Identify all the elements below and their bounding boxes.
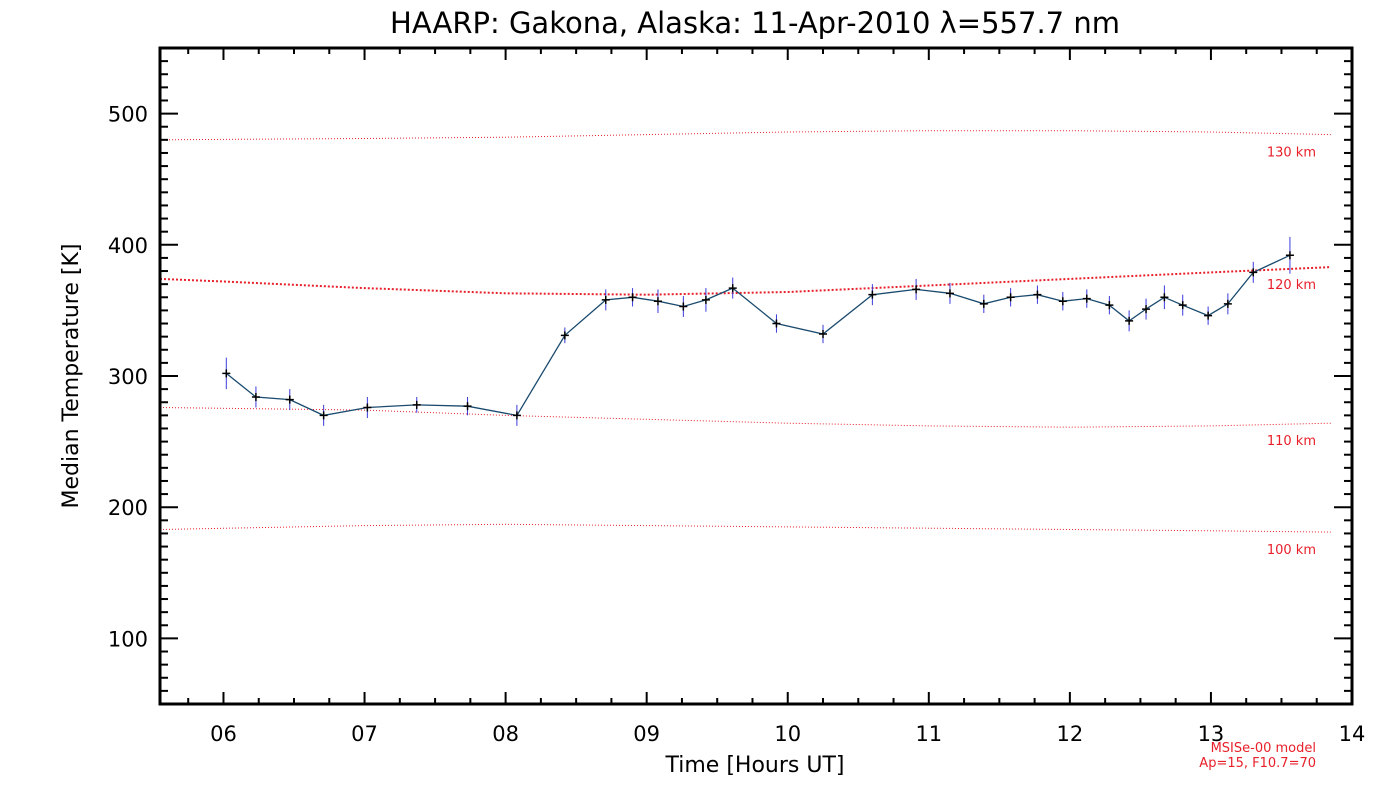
data-point [1105,301,1114,310]
data-point [1223,299,1232,308]
data-point [1058,297,1067,306]
model-lines: 130 km 120 km 110 km 100 km [159,130,1331,558]
plot-frame [158,46,1354,706]
model-line-label-0: 130 km [1267,146,1316,161]
data-point [319,411,328,420]
data-point [628,293,637,302]
model-line-label-3: 100 km [1267,543,1316,558]
x-tick-label: 07 [351,722,378,746]
data-point [1082,294,1091,303]
data-point [560,331,569,340]
model-line-label-2: 110 km [1267,434,1316,449]
data-point [945,289,954,298]
data-point [285,395,294,404]
x-tick-label: 12 [1057,722,1084,746]
data-point [679,302,688,311]
data-point [1178,301,1187,310]
model-note-line-1: MSISe-00 model [1211,741,1316,756]
data-point [1249,268,1258,277]
y-tick-label: 400 [108,234,148,258]
chart-title: HAARP: Gakona, Alaska: 11-Apr-2010 λ=557… [390,6,1120,40]
x-tick-label: 08 [492,722,519,746]
data-point [363,403,372,412]
model-line-1 [159,266,1331,296]
model-line-0 [159,130,1331,141]
data-series [222,236,1294,426]
x-tick-label: 13 [1198,722,1225,746]
data-point [601,295,610,304]
data-point [251,392,260,401]
x-tick-label: 11 [915,722,942,746]
x-tick-label: 09 [633,722,660,746]
data-point [912,285,921,294]
y-axis: 100 200 300 400 500 [108,47,1352,705]
data-point [1285,251,1294,260]
model-line-2 [159,407,1331,428]
y-tick-label: 100 [108,627,148,651]
data-point [1006,293,1015,302]
data-point [1160,293,1169,302]
data-point [1142,305,1151,314]
x-axis: 06 07 08 09 10 11 12 13 14 [187,48,1366,746]
data-point [701,295,710,304]
x-axis-label: Time [Hours UT] [665,753,845,778]
x-tick-label: 06 [210,722,237,746]
data-point [412,400,421,409]
data-point [772,319,781,328]
data-point [979,299,988,308]
y-axis-label: Median Temperature [K] [59,244,84,509]
data-point [653,297,662,306]
model-note-line-2: Ap=15, F10.7=70 [1199,756,1316,771]
y-tick-label: 500 [108,103,148,127]
y-tick-label: 300 [108,365,148,389]
x-tick-label: 14 [1339,722,1366,746]
data-point [868,290,877,299]
data-point [463,402,472,411]
data-point [728,284,737,293]
data-point [1204,311,1213,320]
series-line-0 [225,254,1291,417]
data-point [819,330,828,339]
data-point [222,369,231,378]
model-line-label-1: 120 km [1267,278,1316,293]
x-tick-label: 10 [774,722,801,746]
data-point [512,411,521,420]
model-line-3 [159,523,1331,533]
data-point [1033,290,1042,299]
y-tick-label: 200 [108,496,148,520]
data-point [1125,316,1134,325]
